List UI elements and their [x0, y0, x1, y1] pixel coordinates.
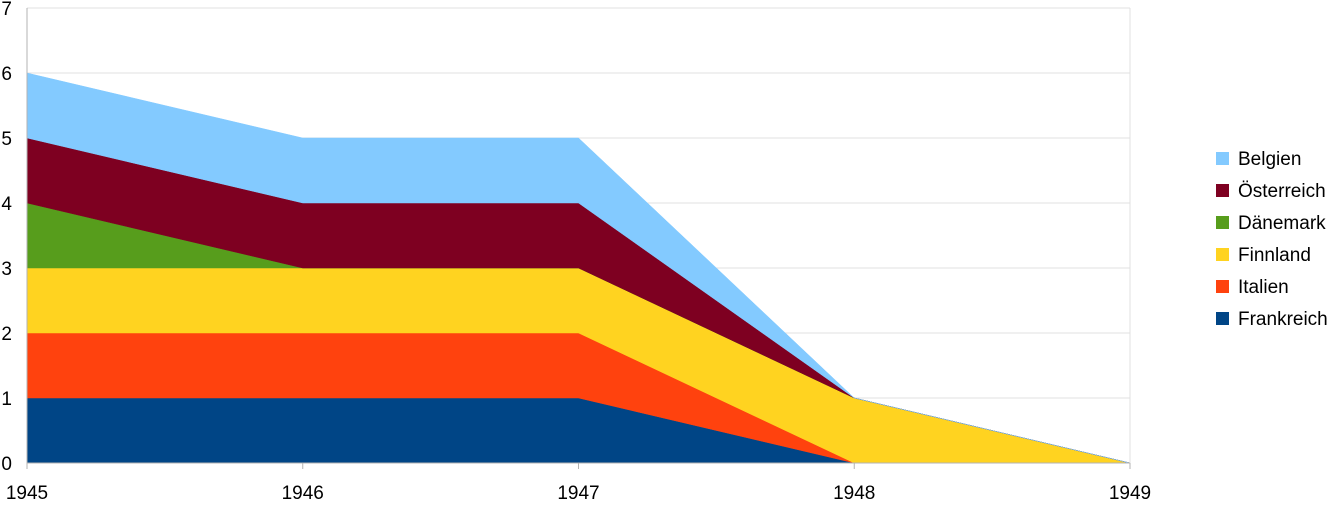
- legend-label: Italien: [1238, 277, 1289, 298]
- legend-item-italien: Italien: [1216, 277, 1289, 298]
- legend-label: Dänemark: [1238, 213, 1326, 234]
- legend-swatch: [1216, 184, 1229, 197]
- y-tick-label: 5: [1, 129, 12, 150]
- legend-label: Belgien: [1238, 149, 1301, 170]
- plot-area: [26, 72, 1131, 464]
- legend-item-frankreich: Frankreich: [1216, 309, 1328, 330]
- area-belgien: [26, 72, 1131, 464]
- legend-item-osterreich: Österreich: [1216, 181, 1326, 202]
- y-tick-label: 2: [1, 324, 12, 345]
- x-tick-label: 1946: [282, 483, 324, 500]
- y-tick-label: 3: [1, 259, 12, 280]
- x-tick-label: 1947: [557, 483, 599, 500]
- y-tick-label: 6: [1, 64, 12, 85]
- legend-swatch: [1216, 248, 1229, 261]
- legend-item-danemark: Dänemark: [1216, 213, 1326, 234]
- legend-item-finnland: Finnland: [1216, 245, 1311, 266]
- legend-swatch: [1216, 216, 1229, 229]
- x-tick-label: 1949: [1109, 483, 1151, 500]
- y-tick-label: 0: [1, 454, 12, 475]
- legend-item-belgien: Belgien: [1216, 149, 1301, 170]
- legend-swatch: [1216, 312, 1229, 325]
- legend-swatch: [1216, 152, 1229, 165]
- axes: 0 1 2 3 4 5 6 7 1945 1946 1947 1948 1949: [1, 0, 1151, 504]
- legend-label: Finnland: [1238, 245, 1311, 266]
- legend-swatch: [1216, 280, 1229, 293]
- x-tick-label: 1948: [833, 483, 875, 500]
- y-tick-label: 1: [1, 389, 12, 410]
- legend-label: Österreich: [1238, 181, 1326, 202]
- y-tick-label: 4: [1, 194, 12, 215]
- x-tick-label: 1945: [6, 483, 48, 500]
- legend-label: Frankreich: [1238, 309, 1328, 330]
- legend: Belgien Österreich Dänemark Finnland Italien…: [1216, 149, 1328, 330]
- y-tick-label: 7: [1, 0, 12, 20]
